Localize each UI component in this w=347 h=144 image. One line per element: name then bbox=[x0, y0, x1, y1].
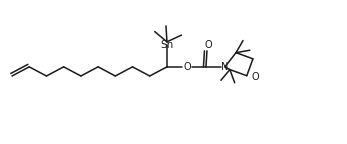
Text: Sn: Sn bbox=[160, 40, 174, 50]
Text: O: O bbox=[183, 62, 191, 72]
Text: O: O bbox=[204, 40, 212, 50]
Text: N: N bbox=[221, 62, 229, 72]
Text: O: O bbox=[252, 72, 260, 82]
